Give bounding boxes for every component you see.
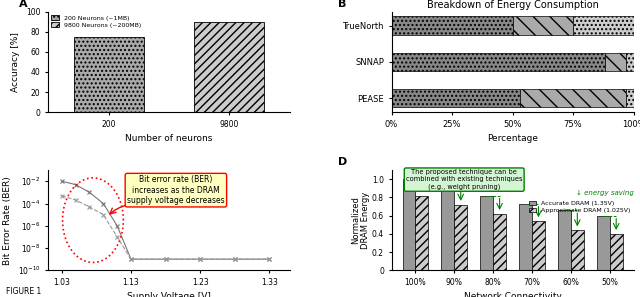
Bar <box>403 179 415 270</box>
X-axis label: Network Connectivity: Network Connectivity <box>463 293 561 297</box>
Bar <box>627 89 634 108</box>
Bar <box>513 16 573 35</box>
X-axis label: Number of neurons: Number of neurons <box>125 134 212 143</box>
Bar <box>481 196 493 270</box>
Text: The proposed technique can be
combined with existing techniques
(e.g., weight pr: The proposed technique can be combined w… <box>406 169 522 189</box>
Text: D: D <box>339 157 348 167</box>
Text: FIGURE 1: FIGURE 1 <box>6 287 42 296</box>
Bar <box>597 216 610 270</box>
Bar <box>573 16 634 35</box>
Text: A: A <box>19 0 28 9</box>
Text: B: B <box>339 0 347 9</box>
Bar <box>493 214 506 270</box>
Text: Bit error rate (BER)
increases as the DRAM
supply voltage decreases: Bit error rate (BER) increases as the DR… <box>127 175 225 205</box>
Y-axis label: Normalized
DRAM Energy: Normalized DRAM Energy <box>351 192 371 249</box>
Y-axis label: Bit Error Rate (BER): Bit Error Rate (BER) <box>3 176 12 265</box>
Bar <box>454 205 467 270</box>
Bar <box>627 53 634 71</box>
Bar <box>415 196 428 270</box>
Bar <box>519 204 532 270</box>
Bar <box>610 234 623 270</box>
Bar <box>520 89 627 108</box>
Y-axis label: Accuracy [%]: Accuracy [%] <box>12 32 20 92</box>
Title: Breakdown of Energy Consumption: Breakdown of Energy Consumption <box>427 0 598 10</box>
Bar <box>605 53 627 71</box>
X-axis label: Supply Voltage [V]: Supply Voltage [V] <box>127 293 211 297</box>
Bar <box>194 22 264 112</box>
Legend: 200 Neurons (~1MB), 9800 Neurons (~200MB): 200 Neurons (~1MB), 9800 Neurons (~200MB… <box>51 15 141 28</box>
X-axis label: Percentage: Percentage <box>487 134 538 143</box>
Bar <box>571 230 584 270</box>
Bar <box>74 37 144 112</box>
Bar <box>558 210 571 270</box>
Bar <box>392 16 513 35</box>
Bar <box>532 221 545 270</box>
Legend: Accurate DRAM (1.35V), Approximate DRAM (1.025V): Accurate DRAM (1.35V), Approximate DRAM … <box>526 198 633 216</box>
Bar <box>392 89 520 108</box>
Text: ↓ energy saving: ↓ energy saving <box>576 190 634 196</box>
Bar <box>392 53 605 71</box>
Bar <box>442 187 454 270</box>
